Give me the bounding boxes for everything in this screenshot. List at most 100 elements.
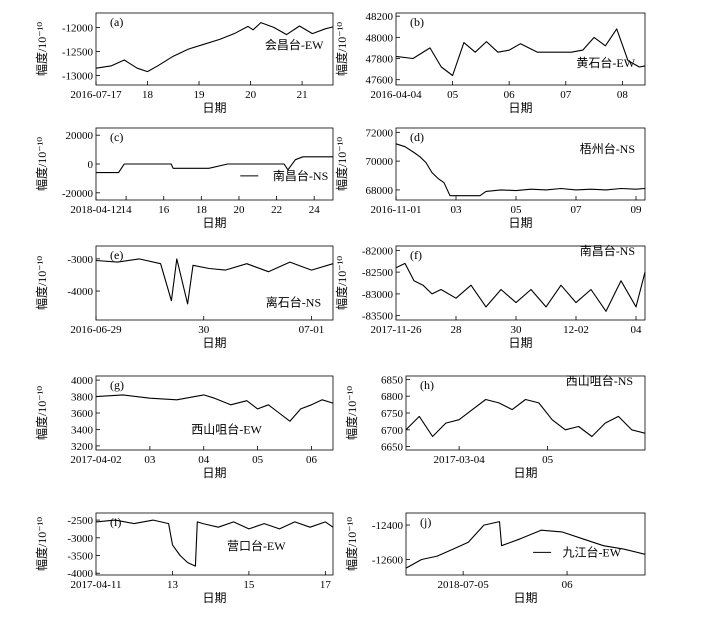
y-tick-label: 70000 [366,156,394,168]
x-axis-label: 日期 [202,466,226,480]
y-tick-label: 72000 [366,127,394,139]
y-tick-label: -13000 [62,70,94,82]
y-tick-label: -82500 [362,267,394,279]
station-label: 西山咀台-EW [191,422,262,437]
y-axis-label: 幅度/10⁻¹⁰ [334,256,349,310]
y-tick-label: 6700 [381,425,404,437]
panel-label: (d) [410,130,424,144]
panel-label: (g) [110,378,124,392]
x-tick-label: 20 [245,89,257,101]
x-tick-label: 06 [306,454,318,466]
y-axis-label: 幅度/10⁻¹⁰ [34,386,49,440]
plot-frame [395,12,646,86]
x-tick-label: 06 [504,89,516,101]
station-label: 南昌台-NS [580,243,635,258]
y-tick-label: 3800 [71,392,94,404]
station-label: 离石台-NS [266,295,321,310]
x-axis-label: 日期 [508,336,532,350]
panel-h: 6850 6800 6750 6700 6650 2017-03-04 05 (h) 西山咀台-… [344,373,646,480]
x-tick-label: 2016-04-04 [370,89,422,101]
station-label: 营口台-EW [227,538,286,553]
x-axis-label: 日期 [202,101,226,115]
x-tick-label: 30 [511,324,523,336]
x-tick-label: 2017-11-26 [371,324,422,336]
x-tick-label: 2017-04-02 [70,454,121,466]
x-tick-label: 18 [196,204,208,216]
x-tick-label: 05 [447,89,459,101]
x-tick-label: 2016-11-01 [371,204,422,216]
x-axis-label: 日期 [508,101,532,115]
panel-d: 72000 70000 68000 2016-11-01 03 05 07 09 (d) 梧州台-… [334,127,646,230]
y-tick-label: 6800 [381,391,404,403]
series-line [405,521,646,569]
x-tick-label: 2017-03-04 [433,454,485,466]
y-axis-label: 幅度/10⁻¹⁰ [34,256,49,310]
y-tick-label: -3500 [67,551,93,563]
x-tick-label: 17 [320,579,332,591]
x-axis-label: 日期 [202,336,226,350]
x-tick-label: 04 [198,454,210,466]
y-tick-label: 3600 [71,408,94,420]
x-axis-label: 日期 [508,216,532,230]
x-tick-label: 2017-04-11 [71,579,122,591]
station-label: 黄石台-EW [576,55,635,70]
y-tick-label: 3200 [71,441,94,453]
x-axis-label: 日期 [202,216,226,230]
panel-label: (a) [110,15,123,29]
y-tick-label: 3400 [71,424,94,436]
y-axis-label: 幅度/10⁻¹⁰ [334,22,349,76]
y-axis-label: 幅度/10⁻¹⁰ [334,137,349,191]
y-tick-label: -83500 [362,311,394,323]
y-tick-label: -12400 [372,520,404,532]
y-axis-label: 幅度/10⁻¹⁰ [34,517,49,571]
y-tick-label: 68000 [366,185,394,197]
series-line [96,156,333,174]
x-tick-label: 05 [511,204,523,216]
x-tick-label: 07-01 [299,324,325,336]
series-line [405,398,646,438]
y-axis-label: 幅度/10⁻¹⁰ [34,22,49,76]
plot-frame [95,512,334,576]
y-tick-label: 48200 [366,11,394,23]
x-tick-label: 03 [144,454,156,466]
x-tick-label: 09 [631,204,643,216]
y-tick-label: 0 [88,159,94,171]
y-tick-label: 20000 [66,130,94,142]
plot-frame [95,12,334,86]
panel-label: (e) [110,248,123,262]
x-tick-label: 15 [243,579,255,591]
y-tick-label: -3000 [67,533,93,545]
x-axis-label: 日期 [513,591,537,605]
series-line [95,22,334,73]
series-line [395,262,646,312]
x-tick-label: 08 [617,89,629,101]
y-axis-label: 幅度/10⁻¹⁰ [34,137,49,191]
x-tick-label: 13 [167,579,179,591]
x-tick-label: 06 [562,579,574,591]
plot-frame [405,512,646,576]
y-tick-label: -4000 [67,568,93,580]
y-tick-label: -12500 [62,46,94,58]
y-axis-label: 幅度/10⁻¹⁰ [344,517,359,571]
series-line [95,258,334,305]
panel-e: -3000 -4000 2016-06-29 30 07-01 (e) 离石台-NS 日期 幅度… [34,245,334,350]
x-tick-label: 19 [194,89,206,101]
y-tick-label: 6650 [381,442,404,454]
station-label: 会昌台-EW [265,37,324,52]
x-tick-label: 22 [271,204,282,216]
x-tick-label: 05 [542,454,554,466]
x-tick-label: 16 [158,204,170,216]
x-tick-label: 30 [198,324,210,336]
panel-label: (j) [420,515,431,529]
series-line [95,519,334,567]
plot-frame [395,245,646,321]
panel-label: (i) [110,515,121,529]
panel-label: (b) [410,15,424,29]
panel-label: (h) [420,378,434,392]
panel-label: (c) [110,130,123,144]
station-label: 九江台-EW [562,544,621,559]
y-tick-label: 47600 [366,75,394,87]
